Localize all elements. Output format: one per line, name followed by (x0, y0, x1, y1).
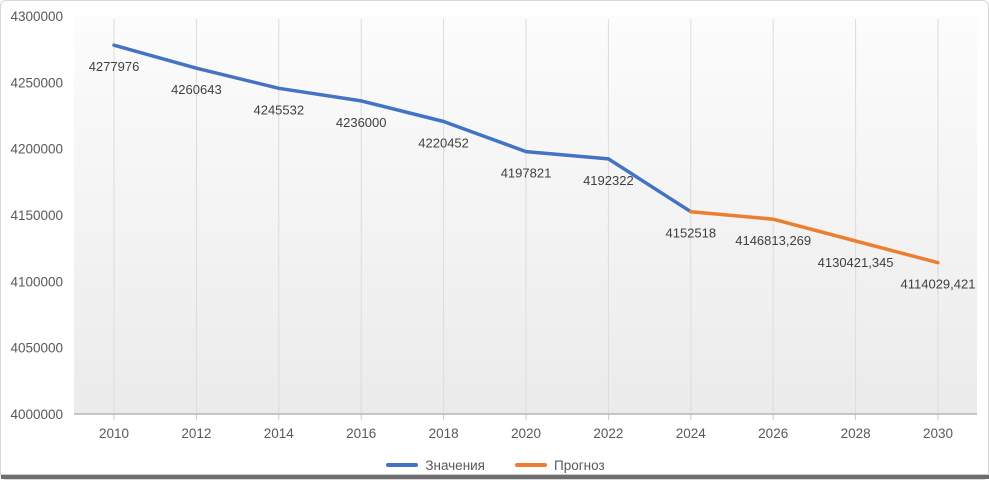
y-axis-tick-label: 4300000 (10, 9, 63, 24)
x-axis-tick-label: 2012 (181, 426, 211, 441)
y-axis-tick-label: 4250000 (10, 75, 63, 90)
data-label: 4130421,345 (818, 255, 894, 270)
y-axis-tick-labels: 4000000 4050000 4100000 4150000 4200000 42500… (10, 9, 63, 422)
x-axis-tick-label: 2028 (841, 426, 871, 441)
x-axis-tick-label: 2018 (429, 426, 459, 441)
gridlines (113, 19, 939, 420)
x-axis-tick-label: 2022 (593, 426, 623, 441)
legend-item-values[interactable]: Значения (386, 458, 485, 473)
data-label: 4277976 (89, 59, 140, 74)
x-axis-tick-label: 2024 (676, 426, 707, 441)
legend-label: Значения (425, 457, 485, 473)
series-lines (112, 43, 940, 265)
x-axis-tick-label: 2026 (758, 426, 788, 441)
data-label: 4220452 (418, 136, 469, 151)
legend-line-swatch (515, 463, 547, 467)
data-labels: 4277976 4260643 4245532 4236000 4220452 41978… (89, 59, 976, 292)
x-axis-tick-label: 2014 (264, 426, 295, 441)
x-axis-tick-labels: 2010 2012 2014 2016 2018 2020 2022 2024 2026 2028… (99, 426, 953, 441)
y-axis-tick-label: 4100000 (10, 274, 63, 289)
series-line-values (112, 43, 693, 214)
legend-line-swatch (386, 463, 419, 467)
data-label: 4236000 (336, 115, 387, 130)
data-label: 4260643 (171, 82, 222, 97)
data-label: 4152518 (665, 226, 716, 241)
y-axis-tick-label: 4150000 (10, 208, 63, 223)
x-axis-tick-label: 2030 (923, 426, 953, 441)
x-axis-tick-label: 2020 (511, 426, 541, 441)
legend-label: Прогноз (554, 457, 605, 473)
legend-item-forecast[interactable]: Прогноз (515, 458, 605, 473)
series-line-forecast (689, 209, 940, 265)
data-label: 4197821 (501, 166, 552, 181)
chart-legend: Значения Прогноз (1, 455, 989, 475)
y-axis-tick-label: 4050000 (10, 341, 63, 356)
data-label: 4114029,421 (901, 277, 976, 292)
x-axis-tick-label: 2010 (99, 426, 129, 441)
bottom-border-bar (1, 474, 989, 479)
x-axis-tick-label: 2016 (346, 426, 376, 441)
line-chart: 4000000 4050000 4100000 4150000 4200000 42500… (10, 9, 977, 441)
y-axis-tick-label: 4200000 (10, 142, 63, 157)
y-axis-tick-label: 4000000 (10, 407, 63, 422)
data-label: 4192322 (583, 173, 634, 188)
data-label: 4146813,269 (735, 233, 811, 248)
data-label: 4245532 (253, 102, 304, 117)
